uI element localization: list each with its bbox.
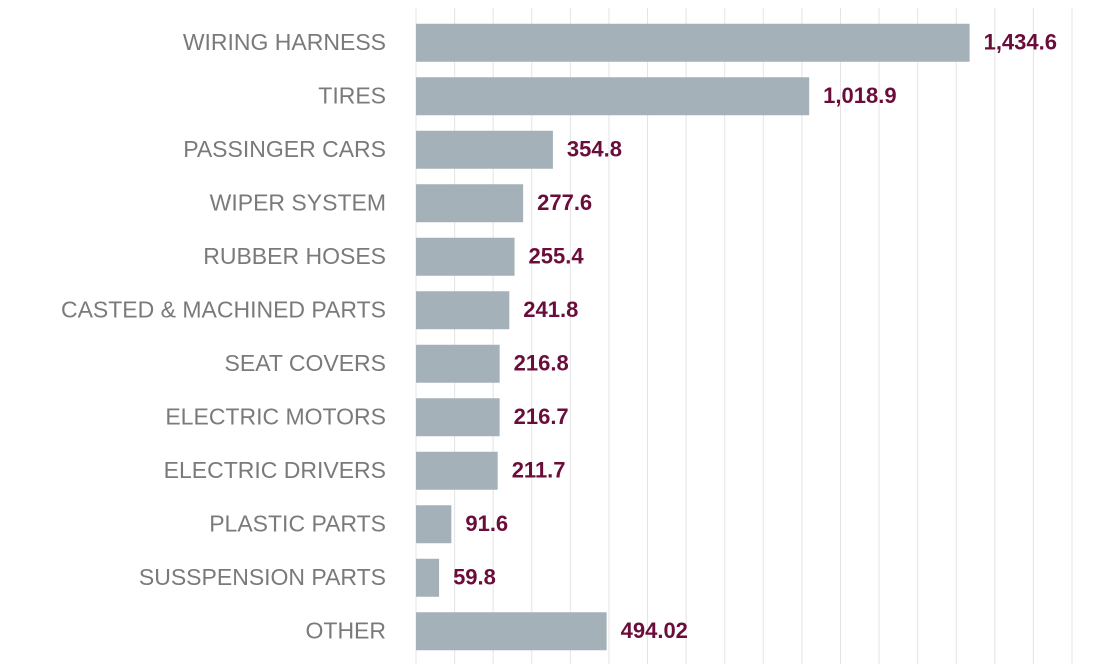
bar xyxy=(416,451,498,490)
value-label: 1,434.6 xyxy=(984,30,1057,55)
bar xyxy=(416,77,810,116)
value-label: 59.8 xyxy=(453,565,496,590)
value-label: 255.4 xyxy=(529,244,585,269)
category-label: PASSINGER CARS xyxy=(183,136,386,162)
value-label: 241.8 xyxy=(523,297,578,322)
bar xyxy=(416,237,515,276)
bar xyxy=(416,184,524,223)
category-label: PLASTIC PARTS xyxy=(209,510,386,536)
value-label: 91.6 xyxy=(465,511,508,536)
category-label: CASTED & MACHINED PARTS xyxy=(61,296,386,322)
bar xyxy=(416,505,452,544)
category-label: WIPER SYSTEM xyxy=(210,189,386,215)
value-label: 277.6 xyxy=(537,190,592,215)
category-label: WIRING HARNESS xyxy=(183,29,386,55)
bar xyxy=(416,612,607,651)
value-label: 211.7 xyxy=(512,458,566,483)
category-label: SEAT COVERS xyxy=(225,350,386,376)
value-label: 354.8 xyxy=(567,137,622,162)
category-label: SUSSPENSION PARTS xyxy=(139,564,386,590)
category-label: OTHER xyxy=(306,617,387,643)
bar xyxy=(416,398,500,437)
value-label: 216.7 xyxy=(514,404,569,429)
bar xyxy=(416,344,500,383)
value-label: 1,018.9 xyxy=(823,83,896,108)
category-label: ELECTRIC DRIVERS xyxy=(164,457,386,483)
value-label: 494.02 xyxy=(621,618,688,643)
bar xyxy=(416,558,440,597)
value-label: 216.8 xyxy=(514,351,569,376)
bar xyxy=(416,23,970,62)
bar xyxy=(416,291,510,330)
category-label: ELECTRIC MOTORS xyxy=(165,403,386,429)
bar xyxy=(416,130,553,169)
category-label: TIRES xyxy=(318,82,386,108)
category-label: RUBBER HOSES xyxy=(203,243,386,269)
